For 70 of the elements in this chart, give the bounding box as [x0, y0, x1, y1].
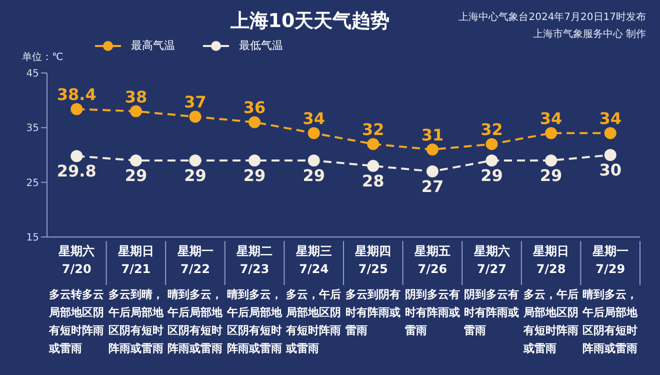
text: 晴到多云，午后局部地区阴有短时阵雨或雷雨 [582, 287, 639, 357]
point [308, 154, 320, 166]
data-label: 29.8 [56, 161, 96, 180]
point [70, 103, 83, 116]
data-label: 32 [480, 120, 503, 140]
data-label: 29 [480, 166, 503, 185]
point [486, 154, 498, 166]
point [367, 160, 380, 172]
text: 晴到多云，午后局部地区阴有短时阵雨或雷雨 [226, 287, 283, 357]
x-tick-label: 星期五 7/26 [413, 244, 450, 276]
data-label: 28 [362, 171, 384, 190]
legend-label: 最高气温 [131, 38, 175, 53]
data-label: 34 [599, 109, 622, 128]
text: 多云转多云局部地区阴有短时阵雨或雷雨 [49, 287, 105, 357]
point [545, 127, 558, 140]
data-label: 36 [243, 98, 266, 118]
data-label: 29 [243, 166, 266, 185]
point [130, 154, 142, 166]
point [248, 154, 261, 166]
x-tick-label: 星期六 7/27 [472, 244, 510, 276]
text: 多云到晴，午后局部地区阴有短时阵雨或雷雨 [108, 287, 164, 357]
x-tick-label: 星期日 7/28 [532, 244, 570, 276]
x-tick-label: 星期日 7/21 [116, 244, 154, 276]
x-tick-label: 星期六 7/20 [58, 244, 95, 276]
data-label: 38.4 [56, 85, 96, 104]
y-tick-label: 15 [26, 232, 39, 244]
data-label: 31 [421, 126, 444, 145]
x-tick-label: 星期二 7/23 [236, 244, 273, 276]
text: 晴到多云，午后局部地区阴有短时阵雨或雷雨 [168, 287, 224, 357]
y-axis-title: 单位：℃ [22, 50, 64, 64]
data-label: 27 [421, 176, 444, 196]
point [426, 144, 438, 156]
point [308, 127, 320, 140]
text: 多云，午后局部地区阴有短时阵雨或雷雨 [523, 287, 580, 357]
point [189, 110, 202, 123]
point [367, 138, 380, 150]
y-tick-label: 25 [26, 178, 39, 189]
y-tick-label: 35 [26, 123, 39, 134]
point [604, 127, 616, 140]
point [189, 154, 202, 166]
legend-label: 最低气温 [239, 38, 283, 53]
data-label: 34 [302, 109, 325, 128]
point [130, 105, 142, 118]
point [70, 150, 83, 162]
data-label: 30 [599, 160, 622, 180]
point [604, 149, 616, 161]
data-label: 37 [184, 92, 206, 112]
x-tick-label: 星期三 7/24 [294, 244, 332, 276]
text: 多云，午后局部地区阴有短时阵雨或雷雨 [286, 287, 342, 357]
point [545, 154, 558, 166]
data-label: 29 [184, 166, 206, 185]
y-tick-label: 45 [26, 68, 39, 80]
x-tick-label: 星期一 7/22 [176, 244, 214, 276]
text: 阴到多云有时有阵雨或雷雨 [404, 287, 461, 339]
data-label: 29 [124, 166, 148, 185]
x-tick-label: 星期一 7/29 [591, 244, 628, 276]
data-label: 29 [540, 166, 562, 185]
text: 上海中心气象台2024年7月20日17时发布 [458, 10, 646, 25]
text: 多云到阴有时有阵雨或雷雨 [346, 287, 402, 339]
data-label: 38 [124, 87, 148, 106]
text: 上海市气象服务中心 制作 [532, 28, 646, 42]
point [486, 138, 498, 150]
data-label: 29 [302, 166, 325, 185]
point [426, 165, 438, 178]
data-label: 34 [540, 109, 562, 128]
point [248, 116, 261, 128]
text: 阴到多云有时有阵雨或雷雨 [464, 287, 520, 339]
data-label: 32 [362, 120, 384, 140]
chart-title: 上海10天天气趋势 [230, 10, 390, 32]
x-tick-label: 星期四 7/25 [354, 244, 392, 276]
